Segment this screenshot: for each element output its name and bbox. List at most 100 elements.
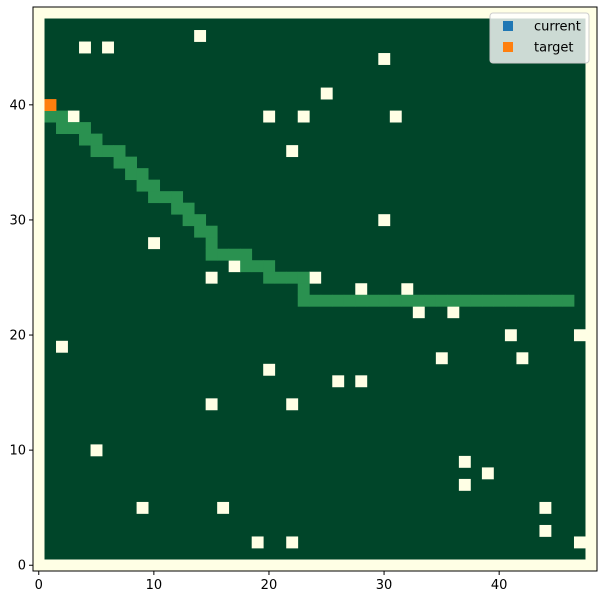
path-cell [309, 294, 322, 307]
obstacle-cell [297, 110, 310, 123]
path-cell [263, 260, 276, 273]
obstacle-cell [435, 352, 448, 365]
obstacle-cell [205, 398, 218, 411]
obstacle-cell [102, 41, 114, 54]
path-cell [424, 294, 437, 307]
x-tick-label: 20 [261, 578, 278, 593]
axes-frame [32, 6, 598, 572]
obstacle-cell [90, 444, 103, 457]
path-cell [516, 294, 529, 307]
path-cell [527, 294, 540, 307]
path-cell [102, 145, 114, 158]
path-cell [90, 133, 103, 146]
legend-frame [489, 12, 590, 64]
path-cell [343, 294, 356, 307]
obstacle-cell [194, 30, 207, 42]
obstacle-cell [286, 536, 299, 549]
path-cell [125, 168, 137, 181]
obstacle-cell [228, 260, 241, 273]
path-cell [470, 294, 483, 307]
path-cell [125, 156, 137, 169]
path-cell [79, 122, 91, 135]
path-cell [136, 179, 149, 192]
obstacle-cell [573, 329, 586, 342]
marker-layer [44, 99, 57, 111]
y-tick-label: 0 [18, 559, 26, 574]
y-tick-label: 20 [9, 329, 26, 344]
path-cell [182, 202, 195, 215]
path-cell [447, 294, 460, 307]
obstacle-cell [355, 375, 368, 388]
path-cell [56, 122, 68, 135]
path-cell [355, 294, 368, 307]
free-space-area [44, 18, 586, 560]
obstacle-cell [355, 283, 368, 296]
path-cell [562, 294, 575, 307]
path-cell [458, 294, 471, 307]
obstacle-cell [79, 41, 91, 54]
x-tick-label: 30 [376, 578, 393, 593]
path-cell [481, 294, 494, 307]
obstacle-cell [286, 398, 299, 411]
path-cell [366, 294, 379, 307]
path-cell [286, 271, 299, 284]
obstacle-cell [539, 524, 552, 537]
path-cell [148, 191, 161, 204]
path-cell [171, 202, 184, 215]
path-cell [44, 110, 57, 123]
obstacle-cell [251, 536, 264, 549]
path-cell [205, 225, 218, 238]
path-cell [274, 271, 287, 284]
path-cell [240, 260, 253, 273]
obstacle-cell [217, 501, 230, 514]
path-cell [263, 271, 276, 284]
path-cell [136, 168, 149, 181]
x-tick-label: 10 [146, 578, 163, 593]
path-cell [412, 294, 425, 307]
path-cell [159, 191, 172, 204]
path-cell [79, 133, 91, 146]
legend-label-current: current [534, 20, 581, 35]
path-cell [171, 191, 184, 204]
obstacle-cell [412, 306, 425, 319]
target-marker [44, 99, 57, 111]
path-cell [297, 294, 310, 307]
obstacle-cell [447, 306, 460, 319]
path-cell [90, 145, 103, 158]
obstacle-cell [378, 53, 391, 65]
obstacle-cell [389, 110, 402, 123]
obstacle-cell [458, 455, 471, 468]
obstacle-cell [263, 363, 276, 376]
path-cell [550, 294, 563, 307]
y-tick-label: 30 [9, 213, 26, 228]
path-cell [194, 225, 207, 238]
path-cell [217, 248, 230, 261]
path-cell [378, 294, 391, 307]
obstacle-cell [309, 271, 322, 284]
obstacle-cell [56, 340, 68, 353]
path-cell [332, 294, 345, 307]
obstacle-cell [481, 467, 494, 480]
path-cell [297, 283, 310, 296]
obstacle-cell [263, 110, 276, 123]
path-cell [67, 122, 80, 135]
obstacle-cell [205, 271, 218, 284]
path-cell [113, 145, 126, 158]
path-cell [435, 294, 448, 307]
obstacle-cell [401, 283, 414, 296]
legend-label-target: target [534, 41, 574, 56]
x-tick-label: 0 [35, 578, 43, 593]
obstacle-cell [516, 352, 529, 365]
obstacle-cell [539, 501, 552, 514]
path-cell [205, 248, 218, 261]
y-tick-label: 40 [9, 98, 26, 113]
legend-swatch-target [503, 42, 513, 52]
path-cell [205, 237, 218, 250]
obstacle-layer [56, 30, 586, 549]
path-layer [44, 110, 575, 307]
x-tick-label: 40 [491, 578, 508, 593]
path-cell [194, 214, 207, 227]
x-axis: 0 10 20 30 40 [35, 571, 508, 593]
legend: current target [489, 12, 590, 64]
